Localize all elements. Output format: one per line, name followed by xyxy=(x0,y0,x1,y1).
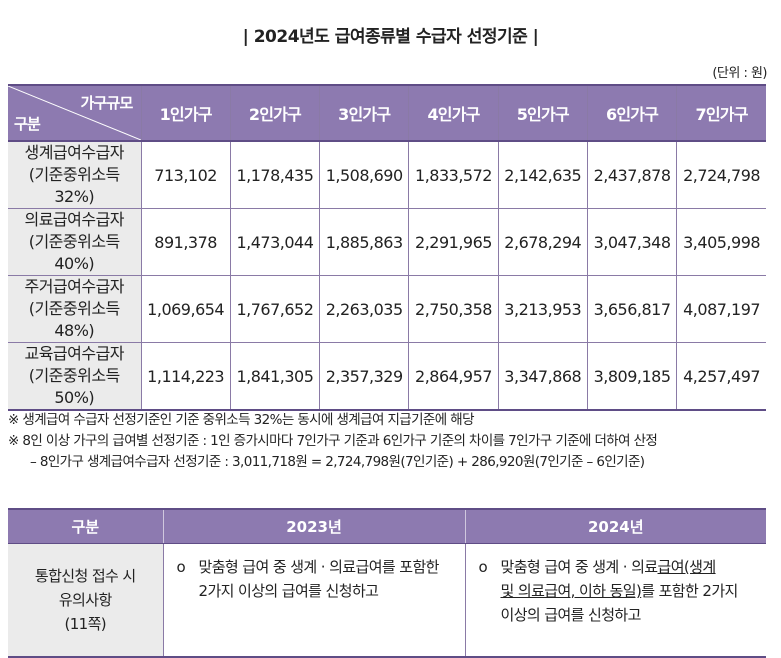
corner-header-category: 구분 xyxy=(14,115,41,133)
corner-header-household: 가구규모 xyxy=(80,94,133,112)
footnote: ※ 생계급여 수급자 선정기준인 기준 중위소득 32%는 동시에 생계급여 지… xyxy=(8,412,474,428)
table-row: 의료급여수급자 (기준중위소득 40%) 891,378 1,473,044 1,… xyxy=(8,208,766,276)
comparison-table: 구분 2023년 2024년 통합신청 접수 시 유의사항 (11쪽) ο 맞춤… xyxy=(8,508,766,658)
table-row: 통합신청 접수 시 유의사항 (11쪽) ο 맞춤형 급여 중 생계 · 의료급… xyxy=(8,543,766,658)
corner-header-cell: 가구규모 구분 xyxy=(8,84,142,142)
row-header: 통합신청 접수 시 유의사항 (11쪽) xyxy=(8,543,164,658)
column-header: 2023년 xyxy=(163,508,466,544)
unit-label: (단위 : 원) xyxy=(712,66,767,81)
table-cell: 1,508,690 xyxy=(319,141,410,209)
column-header: 5인가구 xyxy=(498,84,588,142)
column-header: 6인가구 xyxy=(587,84,678,142)
column-header: 2인가구 xyxy=(230,84,321,142)
diagonal-divider xyxy=(8,86,141,140)
table-cell: 2,437,878 xyxy=(587,141,678,209)
table-cell: 1,178,435 xyxy=(230,141,321,209)
table-cell: 3,213,953 xyxy=(498,275,588,343)
footnotes: ※ 생계급여 수급자 선정기준인 기준 중위소득 32%는 동시에 생계급여 지… xyxy=(8,410,778,473)
table-header-row: 가구규모 구분 1인가구 2인가구 3인가구 4인가구 5인가구 6인가구 7인… xyxy=(8,84,766,142)
table-cell: 2,291,965 xyxy=(408,208,499,276)
table-cell: 4,087,197 xyxy=(676,275,766,343)
table-cell: 2,864,957 xyxy=(408,342,499,411)
table-header-row: 구분 2023년 2024년 xyxy=(8,508,766,544)
column-header: 4인가구 xyxy=(408,84,499,142)
table-cell: 891,378 xyxy=(141,208,231,276)
footnote-example: – 8인가구 생계급여수급자 선정기준 : 3,011,718원 = 2,724… xyxy=(30,454,645,470)
table-cell: 4,257,497 xyxy=(676,342,766,411)
bullet-marker: ο xyxy=(176,558,186,576)
table-cell: 3,656,817 xyxy=(587,275,678,343)
column-header: 7인가구 xyxy=(676,84,766,142)
column-header: 3인가구 xyxy=(319,84,410,142)
table-cell: 1,833,572 xyxy=(408,141,499,209)
cell-text: 맞춤형 급여 중 생계 · 의료급여(생계 및 의료급여, 이하 동일)를 포함… xyxy=(500,558,739,624)
table-cell: 1,885,863 xyxy=(319,208,410,276)
bullet-marker: ο xyxy=(478,558,488,576)
table-row: 생계급여수급자 (기준중위소득 32%) 713,102 1,178,435 1,… xyxy=(8,141,766,209)
column-header: 구분 xyxy=(8,508,164,544)
table-cell: 3,405,998 xyxy=(676,208,766,276)
column-header: 1인가구 xyxy=(141,84,231,142)
cell-2023: ο 맞춤형 급여 중 생계 · 의료급여를 포함한 2가지 이상의 급여를 신청… xyxy=(163,543,466,658)
table-cell: 713,102 xyxy=(141,141,231,209)
table-cell: 2,678,294 xyxy=(498,208,588,276)
table-cell: 3,809,185 xyxy=(587,342,678,411)
table-cell: 2,750,358 xyxy=(408,275,499,343)
row-header: 주거급여수급자 (기준중위소득 48%) xyxy=(8,275,142,343)
table-cell: 3,347,868 xyxy=(498,342,588,411)
table-cell: 1,114,223 xyxy=(141,342,231,411)
cell-2024: ο 맞춤형 급여 중 생계 · 의료급여(생계 및 의료급여, 이하 동일)를 … xyxy=(465,543,766,658)
row-header: 생계급여수급자 (기준중위소득 32%) xyxy=(8,141,142,209)
table-cell: 1,767,652 xyxy=(230,275,321,343)
cell-text: 맞춤형 급여 중 생계 · 의료급여를 포함한 2가지 이상의 급여를 신청하고 xyxy=(198,558,440,600)
table-cell: 2,263,035 xyxy=(319,275,410,343)
row-header: 교육급여수급자 (기준중위소득 50%) xyxy=(8,342,142,411)
column-header: 2024년 xyxy=(465,508,766,544)
selection-criteria-table: 가구규모 구분 1인가구 2인가구 3인가구 4인가구 5인가구 6인가구 7인… xyxy=(8,84,766,411)
table-cell: 1,473,044 xyxy=(230,208,321,276)
table-cell: 1,841,305 xyxy=(230,342,321,411)
table-cell: 1,069,654 xyxy=(141,275,231,343)
table-row: 주거급여수급자 (기준중위소득 48%) 1,069,654 1,767,652 … xyxy=(8,275,766,343)
table-cell: 3,047,348 xyxy=(587,208,678,276)
row-header: 의료급여수급자 (기준중위소득 40%) xyxy=(8,208,142,276)
table-row: 교육급여수급자 (기준중위소득 50%) 1,114,223 1,841,305 … xyxy=(8,342,766,411)
footnote: ※ 8인 이상 가구의 급여별 선정기준 : 1인 증가시마다 7인가구 기준과… xyxy=(8,433,658,449)
table-cell: 2,142,635 xyxy=(498,141,588,209)
table-cell: 2,724,798 xyxy=(676,141,766,209)
page-title: | 2024년도 급여종류별 수급자 선정기준 | xyxy=(242,27,539,47)
table-cell: 2,357,329 xyxy=(319,342,410,411)
